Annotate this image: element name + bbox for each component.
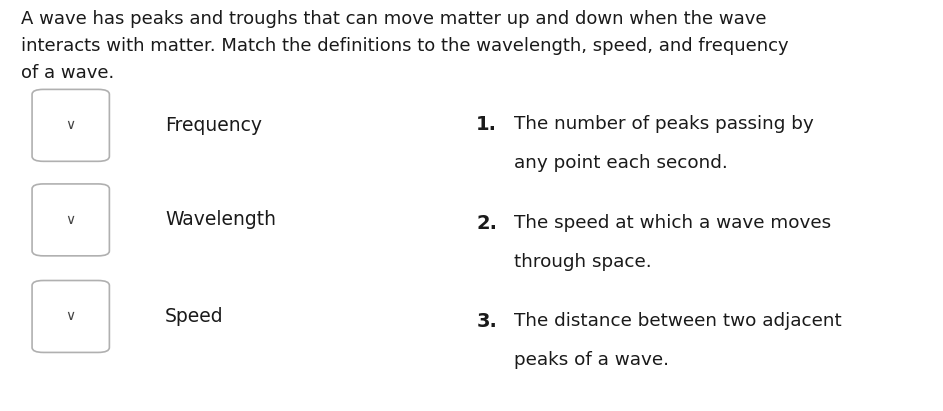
Text: A wave has peaks and troughs that can move matter up and down when the wave
inte: A wave has peaks and troughs that can mo… <box>21 10 788 83</box>
Text: Speed: Speed <box>165 307 223 326</box>
Text: ∨: ∨ <box>66 309 75 323</box>
FancyBboxPatch shape <box>32 184 109 256</box>
Text: Wavelength: Wavelength <box>165 210 276 229</box>
Text: 3.: 3. <box>476 312 497 331</box>
FancyBboxPatch shape <box>32 90 109 162</box>
Text: The distance between two adjacent: The distance between two adjacent <box>514 312 842 330</box>
Text: 2.: 2. <box>476 214 497 233</box>
FancyBboxPatch shape <box>32 281 109 352</box>
Text: any point each second.: any point each second. <box>514 154 728 172</box>
Text: ∨: ∨ <box>66 118 75 132</box>
Text: The number of peaks passing by: The number of peaks passing by <box>514 115 814 133</box>
Text: The speed at which a wave moves: The speed at which a wave moves <box>514 214 831 232</box>
Text: ∨: ∨ <box>66 213 75 227</box>
Text: Frequency: Frequency <box>165 116 262 135</box>
Text: 1.: 1. <box>476 115 497 134</box>
Text: through space.: through space. <box>514 253 652 271</box>
Text: peaks of a wave.: peaks of a wave. <box>514 351 669 369</box>
